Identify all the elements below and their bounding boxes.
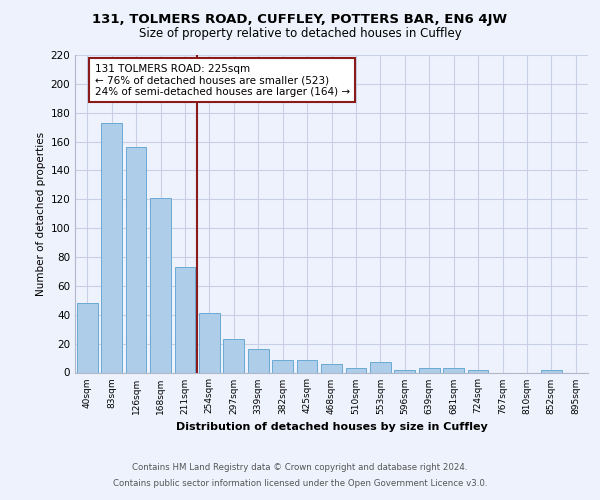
Text: Size of property relative to detached houses in Cuffley: Size of property relative to detached ho… [139, 28, 461, 40]
Text: 131, TOLMERS ROAD, CUFFLEY, POTTERS BAR, EN6 4JW: 131, TOLMERS ROAD, CUFFLEY, POTTERS BAR,… [92, 12, 508, 26]
Bar [321, 364, 342, 372]
Bar [272, 360, 293, 372]
Bar [370, 362, 391, 372]
Bar [223, 340, 244, 372]
Bar [150, 198, 171, 372]
Text: Contains HM Land Registry data © Crown copyright and database right 2024.: Contains HM Land Registry data © Crown c… [132, 464, 468, 472]
Bar [419, 368, 440, 372]
Bar [77, 303, 98, 372]
X-axis label: Distribution of detached houses by size in Cuffley: Distribution of detached houses by size … [176, 422, 487, 432]
Bar [125, 148, 146, 372]
Bar [443, 368, 464, 372]
Bar [175, 267, 196, 372]
Bar [541, 370, 562, 372]
Bar [199, 314, 220, 372]
Bar [296, 360, 317, 372]
Text: 131 TOLMERS ROAD: 225sqm
← 76% of detached houses are smaller (523)
24% of semi-: 131 TOLMERS ROAD: 225sqm ← 76% of detach… [95, 64, 350, 97]
Text: Contains public sector information licensed under the Open Government Licence v3: Contains public sector information licen… [113, 478, 487, 488]
Bar [394, 370, 415, 372]
Bar [346, 368, 367, 372]
Bar [467, 370, 488, 372]
Bar [101, 123, 122, 372]
Bar [248, 350, 269, 372]
Y-axis label: Number of detached properties: Number of detached properties [36, 132, 46, 296]
